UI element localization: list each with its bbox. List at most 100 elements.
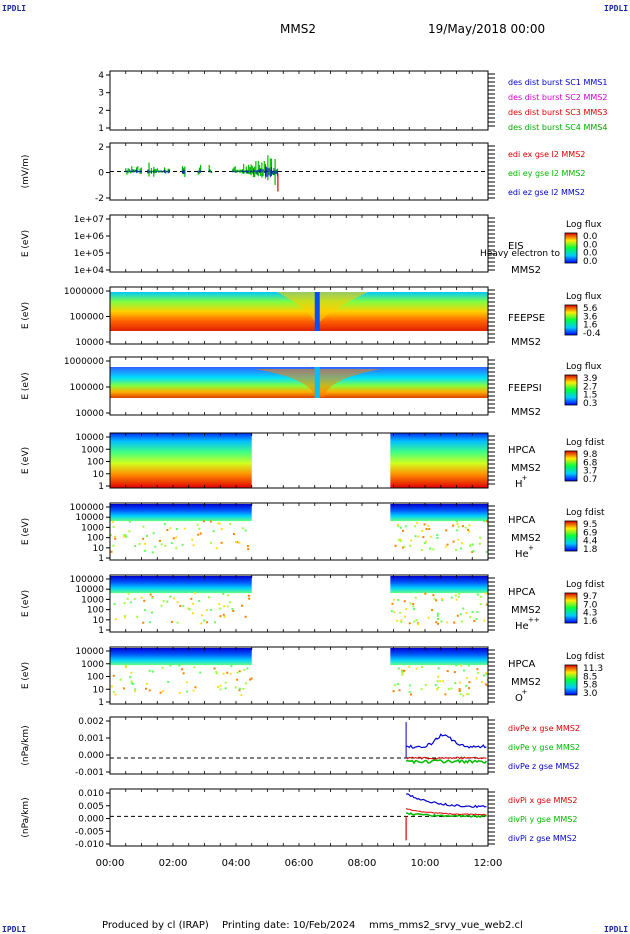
- hpca-o-ytick-label: 100: [87, 673, 104, 683]
- hpca-he-fleck: [457, 538, 460, 541]
- feepse-cbar-tick: 5.6: [583, 304, 598, 314]
- hpca-he-fleck: [455, 520, 458, 523]
- hpca-he-fleck: [461, 525, 464, 528]
- hpca-hepp-fleck: [162, 600, 165, 603]
- hpca-hepp-cbar-tick: 7.0: [583, 600, 598, 610]
- hpca-o-fleck: [439, 680, 442, 683]
- hpca-he-fleck: [446, 543, 449, 546]
- hpca-hepp-fleck: [457, 595, 460, 598]
- hpca-he-fleck: [192, 544, 195, 547]
- hpca-o-fleck: [130, 671, 133, 674]
- hpca-hepp-fleck: [405, 608, 408, 611]
- edi-legend-2: edi ez gse l2 MMS2: [508, 188, 585, 197]
- hpca-o-fleck: [132, 682, 135, 685]
- hpca-he-fleck: [424, 542, 427, 545]
- hpca-o-fleck: [484, 683, 487, 686]
- hpca-o-fleck: [178, 664, 181, 667]
- eis-ylabel: E (eV): [21, 230, 31, 257]
- divpi-y-series: [406, 812, 487, 819]
- hpca-he-fleck: [112, 520, 115, 523]
- divpe-ytick-label: 0.002: [78, 717, 104, 727]
- hpca-hepp-fleck: [393, 611, 396, 614]
- hpca-o-cbar-tick: 8.5: [583, 672, 597, 682]
- hpca-he-fleck: [125, 535, 128, 538]
- hpca-he-fleck: [164, 544, 167, 547]
- hpca-o-fleck: [250, 677, 253, 680]
- hpca-o-fleck: [467, 664, 470, 667]
- hpca-hepp-fleck: [440, 620, 443, 623]
- hpca-hepp-fleck: [114, 618, 117, 621]
- hpca-he-fleck: [468, 524, 471, 527]
- hpca-o-fleck: [408, 690, 411, 693]
- hpca-he-cbar-tick: 1.8: [583, 545, 598, 555]
- hpca-he-fleck: [399, 526, 402, 529]
- divpi-ytick-label: 0.005: [78, 802, 104, 812]
- hpca-hepp-fleck: [133, 597, 136, 600]
- hpca-he-fleck: [235, 540, 238, 543]
- hpca-he-fleck: [215, 547, 218, 550]
- hpca-o-fleck: [249, 678, 252, 681]
- divpi-ytick-label: 0.010: [78, 789, 104, 799]
- hpca-hepp-spectrogram: [110, 576, 252, 594]
- feepse-cbar-tick: -0.4: [583, 329, 601, 339]
- hpca-he-fleck: [456, 529, 459, 532]
- edi-ytick-label: 0: [98, 169, 104, 179]
- divpi-legend-1: divPi y gse MMS2: [508, 815, 577, 824]
- hpca-he-fleck: [485, 550, 488, 553]
- mission-title: MMS2: [280, 22, 316, 36]
- hpca-hepp-fleck: [415, 619, 418, 622]
- hpca-hepp-fleck: [232, 609, 235, 612]
- hpca-hepp-fleck: [441, 599, 444, 602]
- hpca-o-ytick-label: 10: [93, 685, 105, 695]
- eis-cbar-tick: 0.0: [583, 232, 598, 242]
- hpca-o-cbar-tick: 11.3: [583, 664, 603, 674]
- hpca-hepp-fleck: [203, 619, 206, 622]
- divpi-legend-2: divPi z gse MMS2: [508, 834, 577, 843]
- hpca-hepp-fleck: [124, 616, 127, 619]
- hpca-he-fleck: [428, 527, 431, 530]
- hpca-h-cbar-title: Log fdist: [566, 438, 605, 448]
- hpca-he-ytick-label: 100000: [70, 503, 105, 513]
- divpe-ytick-label: -0.001: [75, 768, 104, 778]
- hpca-hepp-fleck: [455, 598, 458, 601]
- feepsi-cbar-tick: 1.5: [583, 391, 597, 401]
- hpca-hepp-fleck: [479, 603, 482, 606]
- hpca-he-fleck: [232, 533, 235, 536]
- hpca-o-fleck: [238, 670, 241, 673]
- hpca-o-fleck: [178, 692, 181, 695]
- hpca-o-fleck: [238, 689, 241, 692]
- divpe-panel: -0.001 0.000 0.001 0.002 (nPa/km) divPe x gse…: [21, 716, 580, 778]
- hpca-hepp-cbar-tick: 4.3: [583, 609, 597, 619]
- hpca-he-fleck: [142, 525, 145, 528]
- hpca-he-cbar-tick: 9.5: [583, 520, 597, 530]
- hpca-hepp-fleck: [462, 607, 465, 610]
- hpca-hepp-fleck: [149, 593, 152, 596]
- hpca-hepp-fleck: [140, 596, 143, 599]
- hpca-o-fleck: [437, 686, 440, 689]
- hpca-o-fleck: [463, 669, 466, 672]
- hpca-o-fleck: [236, 671, 239, 674]
- hpca-he-fleck: [220, 528, 223, 531]
- hpca-hepp-fleck: [187, 607, 190, 610]
- hpca-he-spectrogram: [390, 504, 488, 522]
- hpca-o-fleck: [415, 667, 418, 670]
- hpca-he-fleck: [229, 523, 232, 526]
- hpca-hepp-fleck: [460, 620, 463, 623]
- hpca-o-fleck: [133, 690, 136, 693]
- hpca-he-fleck: [468, 530, 471, 533]
- hpca-o-fleck: [222, 672, 225, 675]
- hpca-o-fleck: [180, 668, 183, 671]
- hpca-o-ytick-label: 1: [98, 698, 104, 708]
- hpca-he-fleck: [112, 544, 115, 547]
- hpca-he-fleck: [142, 537, 145, 540]
- hpca-o-sub: MMS2: [511, 677, 541, 688]
- hpca-o-fleck: [240, 694, 243, 697]
- hpca-hepp-fleck: [144, 609, 147, 612]
- hpca-o-cbar: [564, 664, 578, 696]
- divpe-frame: [109, 716, 489, 775]
- hpca-hepp-fleck: [453, 621, 456, 624]
- hpca-o-charge: +: [522, 688, 528, 696]
- hpca-hepp-fleck: [436, 612, 439, 615]
- hpca-h-spectrogram: [390, 433, 488, 488]
